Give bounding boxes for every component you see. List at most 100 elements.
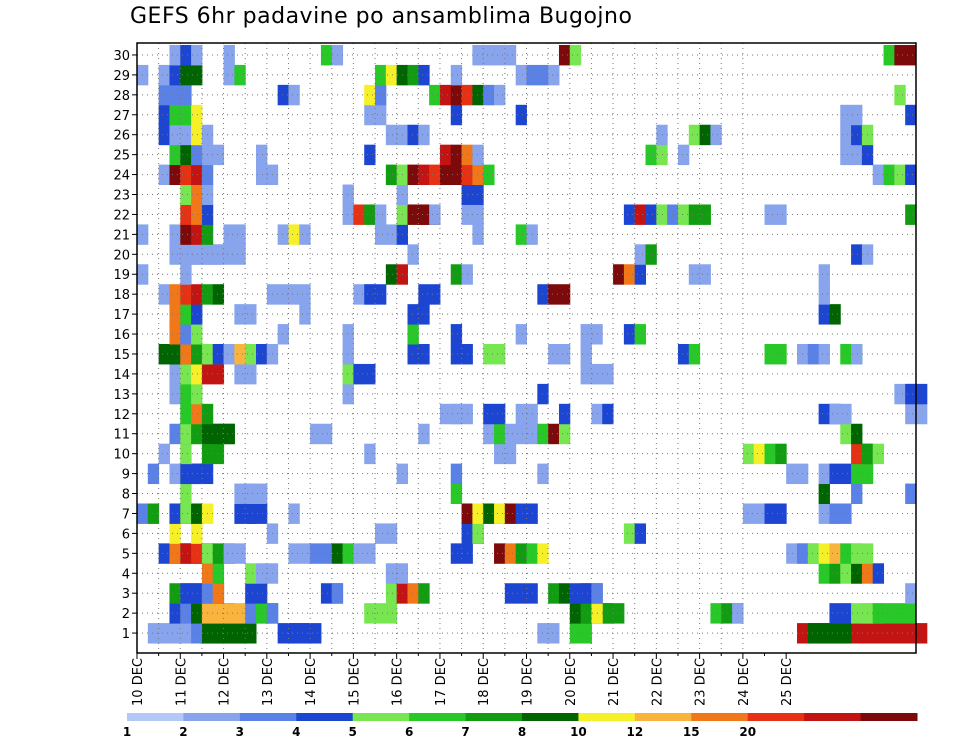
- x-tick-label: 20 DEC: [564, 658, 579, 706]
- colorbar-swatch: [578, 713, 636, 721]
- heatmap-cell: [191, 363, 203, 385]
- y-tick-label: 7: [122, 507, 130, 522]
- heatmap-cell: [385, 583, 398, 604]
- heatmap-cell: [840, 104, 852, 126]
- heatmap-cell: [212, 144, 225, 166]
- heatmap-cell: [472, 523, 484, 544]
- colorbar-swatch: [465, 713, 523, 721]
- heatmap-cell: [385, 164, 398, 186]
- y-tick-label: 21: [113, 228, 130, 243]
- heatmap-cell: [191, 503, 203, 524]
- heatmap-cell: [677, 204, 690, 225]
- colorbar-swatch: [634, 713, 692, 721]
- heatmap-cell: [472, 164, 484, 186]
- heatmap-cell: [450, 463, 463, 485]
- heatmap-cell: [191, 284, 203, 305]
- heatmap-cell: [504, 503, 517, 524]
- x-tick-label: 15 DEC: [347, 658, 362, 706]
- heatmap-cell: [840, 144, 852, 166]
- colorbar-swatch: [239, 713, 297, 721]
- heatmap-cell: [699, 204, 711, 225]
- heatmap-cell: [634, 204, 647, 225]
- y-tick-label: 17: [113, 308, 130, 323]
- heatmap-cell: [905, 204, 917, 225]
- y-tick-label: 9: [122, 468, 130, 483]
- heatmap-cell: [234, 344, 246, 365]
- colorbar-label: 2: [179, 725, 187, 739]
- heatmap-cell: [180, 403, 192, 425]
- heatmap-cell: [364, 204, 376, 225]
- heatmap-cell: [407, 244, 419, 265]
- heatmap-cell: [299, 304, 311, 325]
- heatmap-cell: [364, 84, 376, 106]
- heatmap-cell: [212, 583, 225, 604]
- x-tick-label: 21 DEC: [607, 658, 622, 706]
- heatmap-cell: [569, 44, 582, 66]
- heatmap-cell: [699, 264, 711, 285]
- y-tick-label: 23: [113, 189, 130, 204]
- heatmap-cell: [191, 304, 203, 325]
- heatmap-cell: [407, 124, 419, 146]
- heatmap-cell: [375, 104, 387, 126]
- heatmap-cell: [180, 483, 192, 504]
- heatmap-cell: [375, 84, 387, 106]
- heatmap-cell: [634, 523, 647, 544]
- heatmap-cell: [180, 383, 192, 405]
- heatmap-cell: [623, 264, 636, 285]
- heatmap-cell: [851, 144, 863, 166]
- heatmap-cell: [483, 344, 506, 365]
- heatmap-cell: [385, 124, 398, 146]
- colorbar: 1 2 3 4 5 6 7 8 10 12 15 20: [123, 713, 918, 739]
- heatmap-cell: [212, 563, 225, 584]
- heatmap-cell: [818, 563, 830, 584]
- heatmap-cell: [158, 104, 170, 126]
- heatmap-cell: [256, 344, 268, 365]
- heatmap-cell: [234, 304, 246, 325]
- heatmap-cell: [580, 344, 592, 365]
- heatmap-cell: [515, 423, 527, 445]
- heatmap-cell: [418, 583, 430, 604]
- heatmap-cell: [504, 44, 517, 66]
- heatmap-cell: [191, 324, 203, 345]
- heatmap-cell: [158, 84, 170, 106]
- heatmap-cell: [147, 503, 160, 524]
- heatmap-cell: [439, 144, 452, 166]
- heatmap-cell: [158, 64, 170, 86]
- heatmap-cell: [613, 264, 625, 285]
- heatmap-cell: [450, 164, 463, 186]
- heatmap-cell: [245, 483, 268, 504]
- heatmap-cell: [180, 164, 192, 186]
- heatmap-cell: [364, 284, 387, 305]
- heatmap-cell: [342, 383, 354, 405]
- heatmap-cell: [180, 124, 192, 146]
- colorbar-swatch: [804, 713, 862, 721]
- heatmap-cell: [342, 324, 354, 345]
- heatmap-cell: [807, 623, 852, 644]
- heatmap-cell: [710, 124, 722, 146]
- y-tick-label: 22: [113, 208, 130, 223]
- heatmap-cell: [699, 124, 711, 146]
- heatmap-cell: [180, 184, 192, 205]
- heatmap-cell: [450, 144, 463, 166]
- y-tick-label: 12: [113, 408, 130, 423]
- heatmap-cell: [429, 204, 441, 225]
- heatmap-cell: [212, 344, 225, 365]
- x-axis: 10 DEC 11 DEC 12 DEC 13 DEC 14 DEC 15 DEC 16 D…: [131, 653, 795, 706]
- heatmap-cell: [764, 443, 776, 465]
- x-tick-label: 14 DEC: [304, 658, 319, 706]
- heatmap-cell: [764, 204, 776, 225]
- chart-title: GEFS 6hr padavine po ansamblima Bugojno: [130, 4, 633, 29]
- heatmap-cell: [169, 324, 181, 345]
- colorbar-label: 15: [683, 725, 700, 739]
- heatmap-cell: [299, 224, 311, 245]
- heatmap-cell: [234, 64, 246, 86]
- colorbar-label: 1: [123, 725, 131, 739]
- heatmap-cell: [807, 344, 820, 365]
- heatmap-cell: [710, 603, 722, 624]
- y-axis: 1234567891011121314151617181920212223242…: [113, 49, 137, 642]
- heatmap-cell: [548, 583, 560, 604]
- y-tick-label: 18: [113, 288, 130, 303]
- heatmap-cell: [764, 344, 787, 365]
- heatmap-cell: [169, 164, 181, 186]
